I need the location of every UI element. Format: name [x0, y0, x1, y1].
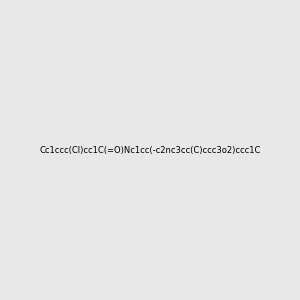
Text: Cc1ccc(Cl)cc1C(=O)Nc1cc(-c2nc3cc(C)ccc3o2)ccc1C: Cc1ccc(Cl)cc1C(=O)Nc1cc(-c2nc3cc(C)ccc3o… — [39, 146, 261, 154]
